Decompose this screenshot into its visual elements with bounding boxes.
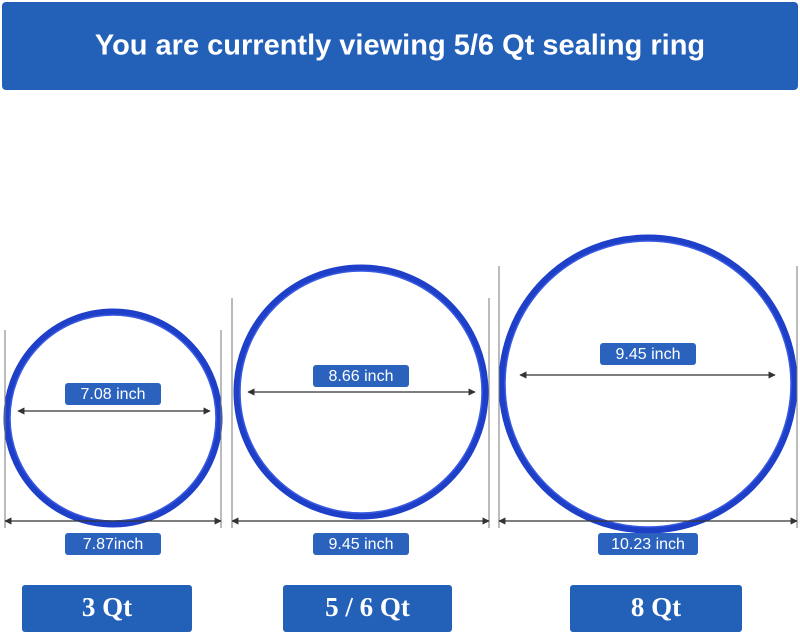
sealing-ring	[233, 264, 489, 520]
outer-label-box	[598, 533, 698, 555]
inner-label: 7.08 inch	[81, 386, 146, 403]
size-button	[22, 585, 192, 632]
ring-highlight	[9, 314, 217, 522]
inner-label-box	[600, 343, 696, 365]
outer-label: 10.23 inch	[611, 536, 685, 553]
inner-label-box	[313, 365, 409, 387]
ring-highlight	[239, 270, 483, 514]
header-title: You are currently viewing 5/6 Qt sealing…	[95, 30, 705, 62]
sealing-ring	[498, 234, 798, 534]
outer-label: 7.87inch	[83, 536, 144, 553]
inner-label: 8.66 inch	[329, 368, 394, 385]
inner-label: 9.45 inch	[616, 346, 681, 363]
size-button	[283, 585, 452, 632]
ring-highlight	[504, 240, 792, 528]
header-banner	[2, 2, 798, 90]
size-label: 8 Qt	[631, 592, 681, 622]
outer-label-box	[65, 533, 161, 555]
sealing-ring	[3, 308, 223, 528]
size-button	[570, 585, 742, 632]
outer-label: 9.45 inch	[329, 536, 394, 553]
size-label: 5 / 6 Qt	[325, 592, 410, 622]
outer-label-box	[313, 533, 409, 555]
inner-label-box	[65, 383, 161, 405]
size-label: 3 Qt	[82, 592, 132, 622]
